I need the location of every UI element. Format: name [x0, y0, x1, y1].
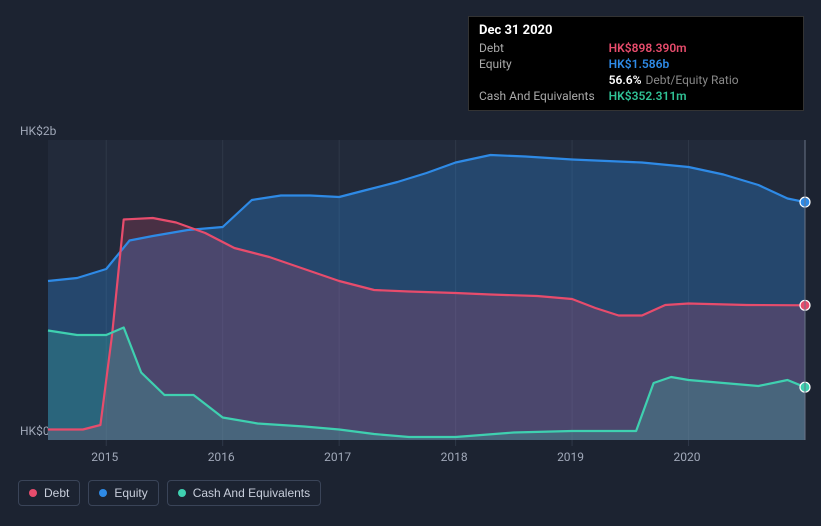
- legend-label: Cash And Equivalents: [193, 486, 310, 500]
- circle-icon: [178, 489, 186, 497]
- tooltip-row-value: 56.6%Debt/Equity Ratio: [609, 72, 739, 88]
- circle-icon: [99, 489, 107, 497]
- tooltip-row-value: HK$1.586b: [609, 56, 739, 72]
- legend-item-cash[interactable]: Cash And Equivalents: [167, 480, 321, 506]
- legend-item-equity[interactable]: Equity: [88, 480, 158, 506]
- tooltip-row-label: [479, 72, 609, 88]
- legend-label: Debt: [44, 486, 69, 500]
- chart-tooltip: Dec 31 2020 Debt HK$898.390m Equity HK$1…: [468, 16, 804, 111]
- tooltip-date: Dec 31 2020: [479, 23, 793, 38]
- tooltip-row-label: Equity: [479, 56, 609, 72]
- legend: Debt Equity Cash And Equivalents: [18, 480, 321, 506]
- legend-item-debt[interactable]: Debt: [18, 480, 80, 506]
- tooltip-row-label: Debt: [479, 40, 609, 56]
- circle-icon: [29, 489, 37, 497]
- legend-label: Equity: [114, 486, 147, 500]
- tooltip-row-label: Cash And Equivalents: [479, 88, 609, 104]
- tooltip-row-value: HK$898.390m: [609, 40, 739, 56]
- tooltip-row-value: HK$352.311m: [609, 88, 739, 104]
